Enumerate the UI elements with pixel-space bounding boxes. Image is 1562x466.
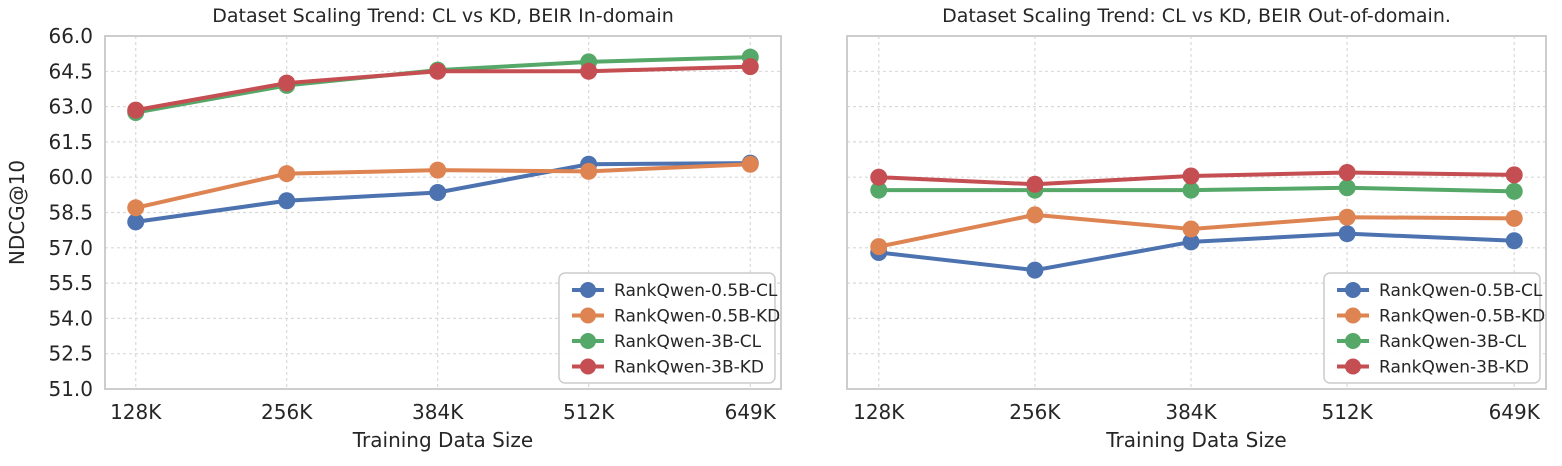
series-point-RankQwen-3B-KD-512K bbox=[1338, 163, 1356, 181]
series-point-RankQwen-3B-KD-128K bbox=[870, 168, 888, 186]
y-tick-label: 54.0 bbox=[48, 306, 93, 330]
legend-marker bbox=[580, 282, 596, 298]
legend-label-RankQwen-0.5B-KD: RankQwen-0.5B-KD bbox=[614, 307, 780, 327]
legend-marker bbox=[580, 307, 596, 324]
legend-label-RankQwen-0.5B-CL: RankQwen-0.5B-CL bbox=[614, 281, 778, 301]
series-point-RankQwen-0.5B-KD-256K bbox=[278, 165, 296, 183]
x-tick-label: 512K bbox=[563, 400, 615, 424]
chart-title: Dataset Scaling Trend: CL vs KD, BEIR Ou… bbox=[942, 5, 1451, 27]
x-tick-label: 256K bbox=[261, 400, 313, 424]
series-point-RankQwen-0.5B-CL-384K bbox=[1182, 233, 1200, 251]
chart-beir-out-of-domain: Dataset Scaling Trend: CL vs KD, BEIR Ou… bbox=[846, 5, 1547, 452]
y-axis-label: NDCG@10 bbox=[5, 160, 29, 265]
legend-label-RankQwen-0.5B-CL: RankQwen-0.5B-CL bbox=[1379, 281, 1543, 301]
x-tick-label: 128K bbox=[110, 400, 162, 424]
legend-label-RankQwen-3B-CL: RankQwen-3B-CL bbox=[614, 332, 762, 352]
series-point-RankQwen-3B-CL-384K bbox=[1182, 181, 1200, 199]
series-point-RankQwen-3B-KD-512K bbox=[580, 62, 598, 80]
x-tick-label: 649K bbox=[725, 400, 777, 424]
y-tick-label: 64.5 bbox=[48, 59, 93, 83]
series-point-RankQwen-3B-KD-649K bbox=[1505, 166, 1523, 184]
series-point-RankQwen-3B-KD-649K bbox=[741, 58, 759, 76]
y-tick-label: 61.5 bbox=[48, 130, 93, 154]
x-tick-label: 384K bbox=[1165, 400, 1217, 424]
series-point-RankQwen-3B-CL-649K bbox=[1505, 182, 1523, 200]
series-point-RankQwen-0.5B-KD-384K bbox=[429, 161, 447, 179]
y-tick-label: 51.0 bbox=[48, 377, 93, 401]
legend-box bbox=[1323, 272, 1541, 384]
series-point-RankQwen-0.5B-CL-384K bbox=[429, 183, 447, 201]
series-point-RankQwen-0.5B-KD-649K bbox=[741, 155, 759, 173]
series-point-RankQwen-0.5B-CL-512K bbox=[1338, 225, 1356, 243]
legend-box bbox=[558, 272, 776, 384]
series-point-RankQwen-0.5B-KD-256K bbox=[1026, 206, 1044, 224]
series-point-RankQwen-0.5B-KD-649K bbox=[1505, 209, 1523, 227]
x-tick-label: 256K bbox=[1009, 400, 1061, 424]
x-axis-label: Training Data Size bbox=[1105, 428, 1286, 452]
series-point-RankQwen-0.5B-KD-128K bbox=[870, 238, 888, 256]
series-point-RankQwen-0.5B-CL-256K bbox=[278, 192, 296, 210]
series-point-RankQwen-3B-KD-256K bbox=[1026, 175, 1044, 193]
series-point-RankQwen-3B-CL-128K bbox=[870, 181, 888, 199]
y-tick-label: 57.0 bbox=[48, 236, 93, 260]
series-point-RankQwen-3B-KD-384K bbox=[1182, 167, 1200, 185]
legend: RankQwen-0.5B-CL RankQwen-0.5B-KD RankQwen… bbox=[1323, 272, 1545, 384]
series-point-RankQwen-3B-KD-384K bbox=[429, 62, 447, 80]
x-tick-label: 384K bbox=[412, 400, 464, 424]
y-tick-label: 60.0 bbox=[48, 165, 93, 189]
x-tick-label: 512K bbox=[1321, 400, 1373, 424]
legend-label-RankQwen-3B-KD: RankQwen-3B-KD bbox=[614, 358, 764, 378]
legend-marker bbox=[1345, 333, 1361, 349]
plot-border bbox=[104, 35, 782, 390]
series-point-RankQwen-0.5B-KD-128K bbox=[127, 199, 145, 217]
y-tick-label: 63.0 bbox=[48, 95, 93, 119]
series-point-RankQwen-3B-KD-128K bbox=[127, 101, 145, 119]
y-tick-label: 58.5 bbox=[48, 201, 93, 225]
series-point-RankQwen-0.5B-CL-256K bbox=[1026, 261, 1044, 279]
y-tick-label: 66.0 bbox=[48, 24, 93, 48]
legend: RankQwen-0.5B-CL RankQwen-0.5B-KD RankQwen… bbox=[558, 272, 780, 384]
series-point-RankQwen-0.5B-CL-128K bbox=[127, 213, 145, 231]
legend-marker bbox=[580, 333, 596, 349]
y-tick-label: 52.5 bbox=[48, 342, 93, 366]
legend-marker bbox=[580, 358, 596, 375]
legend-marker bbox=[1345, 282, 1361, 298]
legend-label-RankQwen-0.5B-KD: RankQwen-0.5B-KD bbox=[1379, 307, 1545, 327]
series-point-RankQwen-0.5B-KD-512K bbox=[1338, 208, 1356, 226]
legend-marker bbox=[1345, 358, 1361, 375]
chart-title: Dataset Scaling Trend: CL vs KD, BEIR In… bbox=[212, 5, 674, 27]
x-tick-label: 128K bbox=[853, 400, 905, 424]
series-point-RankQwen-0.5B-KD-384K bbox=[1182, 220, 1200, 238]
series-point-RankQwen-3B-CL-512K bbox=[1338, 179, 1356, 197]
series-point-RankQwen-0.5B-KD-512K bbox=[580, 162, 598, 180]
plot-border bbox=[846, 35, 1547, 390]
chart-beir-in-domain: Dataset Scaling Trend: CL vs KD, BEIR In… bbox=[5, 5, 782, 452]
legend-marker bbox=[1345, 307, 1361, 324]
y-tick-label: 55.5 bbox=[48, 271, 93, 295]
series-point-RankQwen-3B-KD-256K bbox=[278, 74, 296, 92]
x-tick-label: 649K bbox=[1489, 400, 1541, 424]
legend-label-RankQwen-3B-KD: RankQwen-3B-KD bbox=[1379, 358, 1529, 378]
series-point-RankQwen-0.5B-CL-649K bbox=[1505, 232, 1523, 250]
legend-label-RankQwen-3B-CL: RankQwen-3B-CL bbox=[1379, 332, 1527, 352]
x-axis-label: Training Data Size bbox=[352, 428, 533, 452]
